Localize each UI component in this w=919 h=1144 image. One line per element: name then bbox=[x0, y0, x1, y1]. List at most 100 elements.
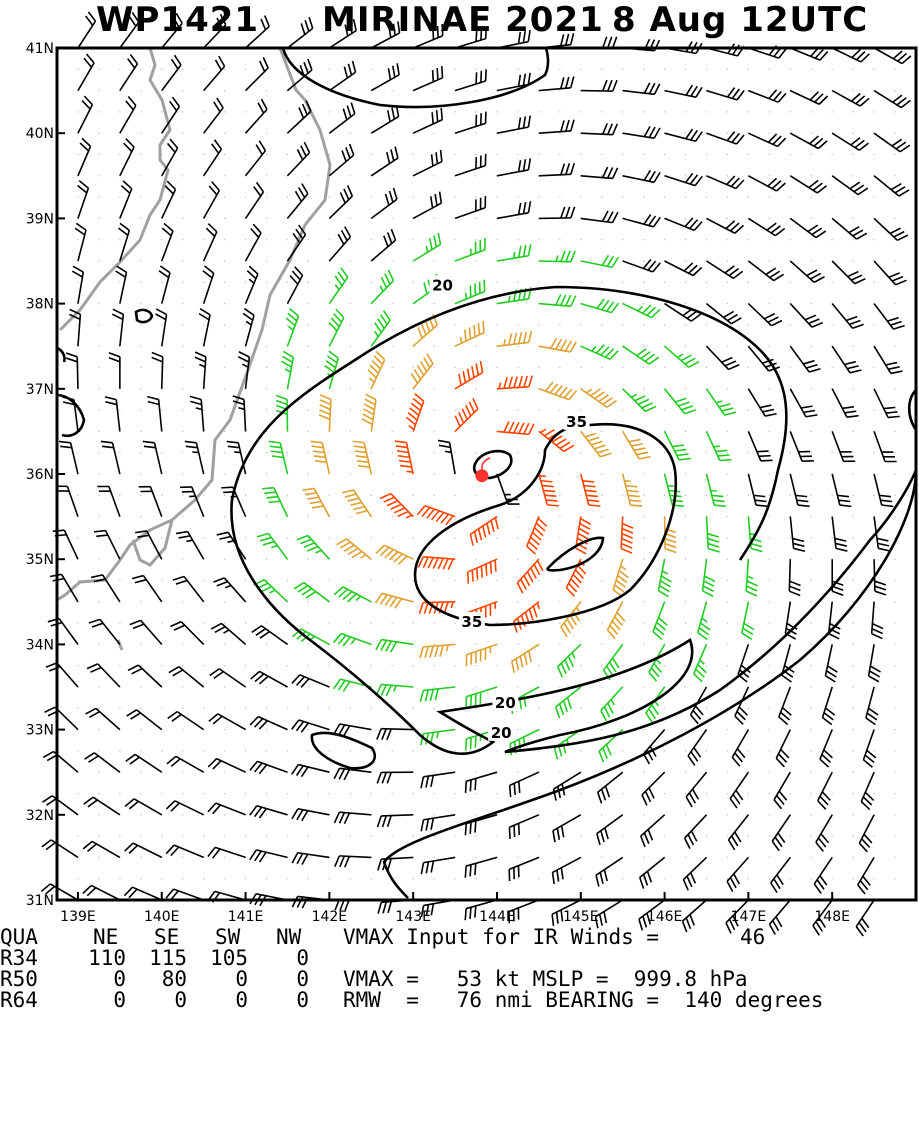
grid-dot bbox=[853, 793, 854, 794]
grid-dot bbox=[392, 665, 393, 666]
grid-dot bbox=[77, 239, 78, 240]
contour-20-main bbox=[231, 287, 916, 898]
grid-dot bbox=[873, 239, 874, 240]
grid-dot bbox=[873, 836, 874, 837]
grid-dot bbox=[119, 282, 120, 283]
wind-barb bbox=[497, 331, 531, 346]
grid-dot bbox=[853, 133, 854, 134]
grid-dot bbox=[601, 580, 602, 581]
grid-dot bbox=[559, 601, 560, 602]
grid-dot bbox=[182, 814, 183, 815]
wind-barb bbox=[509, 857, 539, 881]
grid-dot bbox=[664, 324, 665, 325]
ne-header: NE bbox=[93, 926, 118, 948]
grid-dot bbox=[622, 793, 623, 794]
grid-dot bbox=[203, 623, 204, 624]
grid-dot bbox=[517, 452, 518, 453]
grid-dot bbox=[559, 495, 560, 496]
grid-dot bbox=[182, 452, 183, 453]
wind-barb bbox=[329, 268, 347, 304]
wind-barb bbox=[353, 441, 372, 474]
grid-dot bbox=[601, 686, 602, 687]
grid-dot bbox=[643, 772, 644, 773]
wind-barb bbox=[642, 772, 665, 805]
grid-dot bbox=[434, 175, 435, 176]
grid-dot bbox=[392, 175, 393, 176]
grid-dot bbox=[727, 260, 728, 261]
wind-barb bbox=[790, 176, 826, 193]
grid-dot bbox=[140, 857, 141, 858]
grid-dot bbox=[559, 537, 560, 538]
grid-dot bbox=[727, 346, 728, 347]
grid-dot bbox=[811, 303, 812, 304]
wind-barb bbox=[78, 138, 91, 175]
r64-label: R64 bbox=[0, 989, 38, 1011]
grid-dot bbox=[517, 197, 518, 198]
grid-dot bbox=[706, 367, 707, 368]
grid-dot bbox=[475, 239, 476, 240]
grid-dot bbox=[350, 239, 351, 240]
grid-dot bbox=[727, 601, 728, 602]
grid-dot bbox=[538, 836, 539, 837]
grid-dot bbox=[434, 111, 435, 112]
wind-barb bbox=[162, 55, 181, 90]
grid-dot bbox=[98, 537, 99, 538]
wind-barb bbox=[874, 346, 902, 373]
wind-barb bbox=[46, 663, 78, 687]
wind-barb bbox=[872, 602, 883, 639]
wind-barb bbox=[89, 619, 120, 644]
grid-dot bbox=[685, 601, 686, 602]
wind-barb bbox=[539, 338, 576, 352]
grid-dot bbox=[832, 367, 833, 368]
wind-barb bbox=[466, 772, 497, 793]
grid-dot bbox=[119, 580, 120, 581]
wind-barb bbox=[376, 593, 414, 608]
wind-barb bbox=[832, 176, 868, 195]
grid-dot bbox=[894, 303, 895, 304]
grid-dot bbox=[287, 367, 288, 368]
grid-dot bbox=[706, 750, 707, 751]
wind-barb bbox=[623, 126, 660, 138]
grid-dot bbox=[664, 111, 665, 112]
grid-dot bbox=[454, 324, 455, 325]
wind-barb bbox=[866, 687, 878, 725]
grid-dot bbox=[748, 665, 749, 666]
wind-barb bbox=[418, 557, 455, 570]
grid-dot bbox=[371, 665, 372, 666]
wind-barb bbox=[297, 535, 329, 559]
grid-dot bbox=[392, 750, 393, 751]
grid-dot bbox=[832, 69, 833, 70]
grid-dot bbox=[664, 367, 665, 368]
grid-dot bbox=[769, 793, 770, 794]
grid-dot bbox=[664, 452, 665, 453]
grid-dot bbox=[287, 197, 288, 198]
grid-dot bbox=[454, 793, 455, 794]
grid-dot bbox=[832, 708, 833, 709]
grid-dot bbox=[685, 559, 686, 560]
grid-dot bbox=[287, 878, 288, 879]
grid-dot bbox=[601, 239, 602, 240]
grid-dot bbox=[308, 708, 309, 709]
wind-barb bbox=[395, 441, 413, 474]
grid-dot bbox=[98, 410, 99, 411]
grid-dot bbox=[538, 367, 539, 368]
grid-dot bbox=[224, 665, 225, 666]
grid-dot bbox=[224, 239, 225, 240]
wind-barb bbox=[790, 474, 809, 506]
grid-dot bbox=[224, 516, 225, 517]
grid-dot bbox=[580, 878, 581, 879]
grid-dot bbox=[727, 580, 728, 581]
grid-dot bbox=[182, 495, 183, 496]
grid-dot bbox=[853, 473, 854, 474]
grid-dot bbox=[392, 836, 393, 837]
grid-dot bbox=[203, 69, 204, 70]
grid-dot bbox=[245, 708, 246, 709]
grid-dot bbox=[894, 814, 895, 815]
lon-tick-label: 139E bbox=[60, 909, 96, 925]
grid-dot bbox=[643, 303, 644, 304]
grid-dot bbox=[140, 836, 141, 837]
grid-dot bbox=[434, 580, 435, 581]
grid-dot bbox=[873, 495, 874, 496]
grid-dot bbox=[308, 473, 309, 474]
grid-dot bbox=[475, 708, 476, 709]
